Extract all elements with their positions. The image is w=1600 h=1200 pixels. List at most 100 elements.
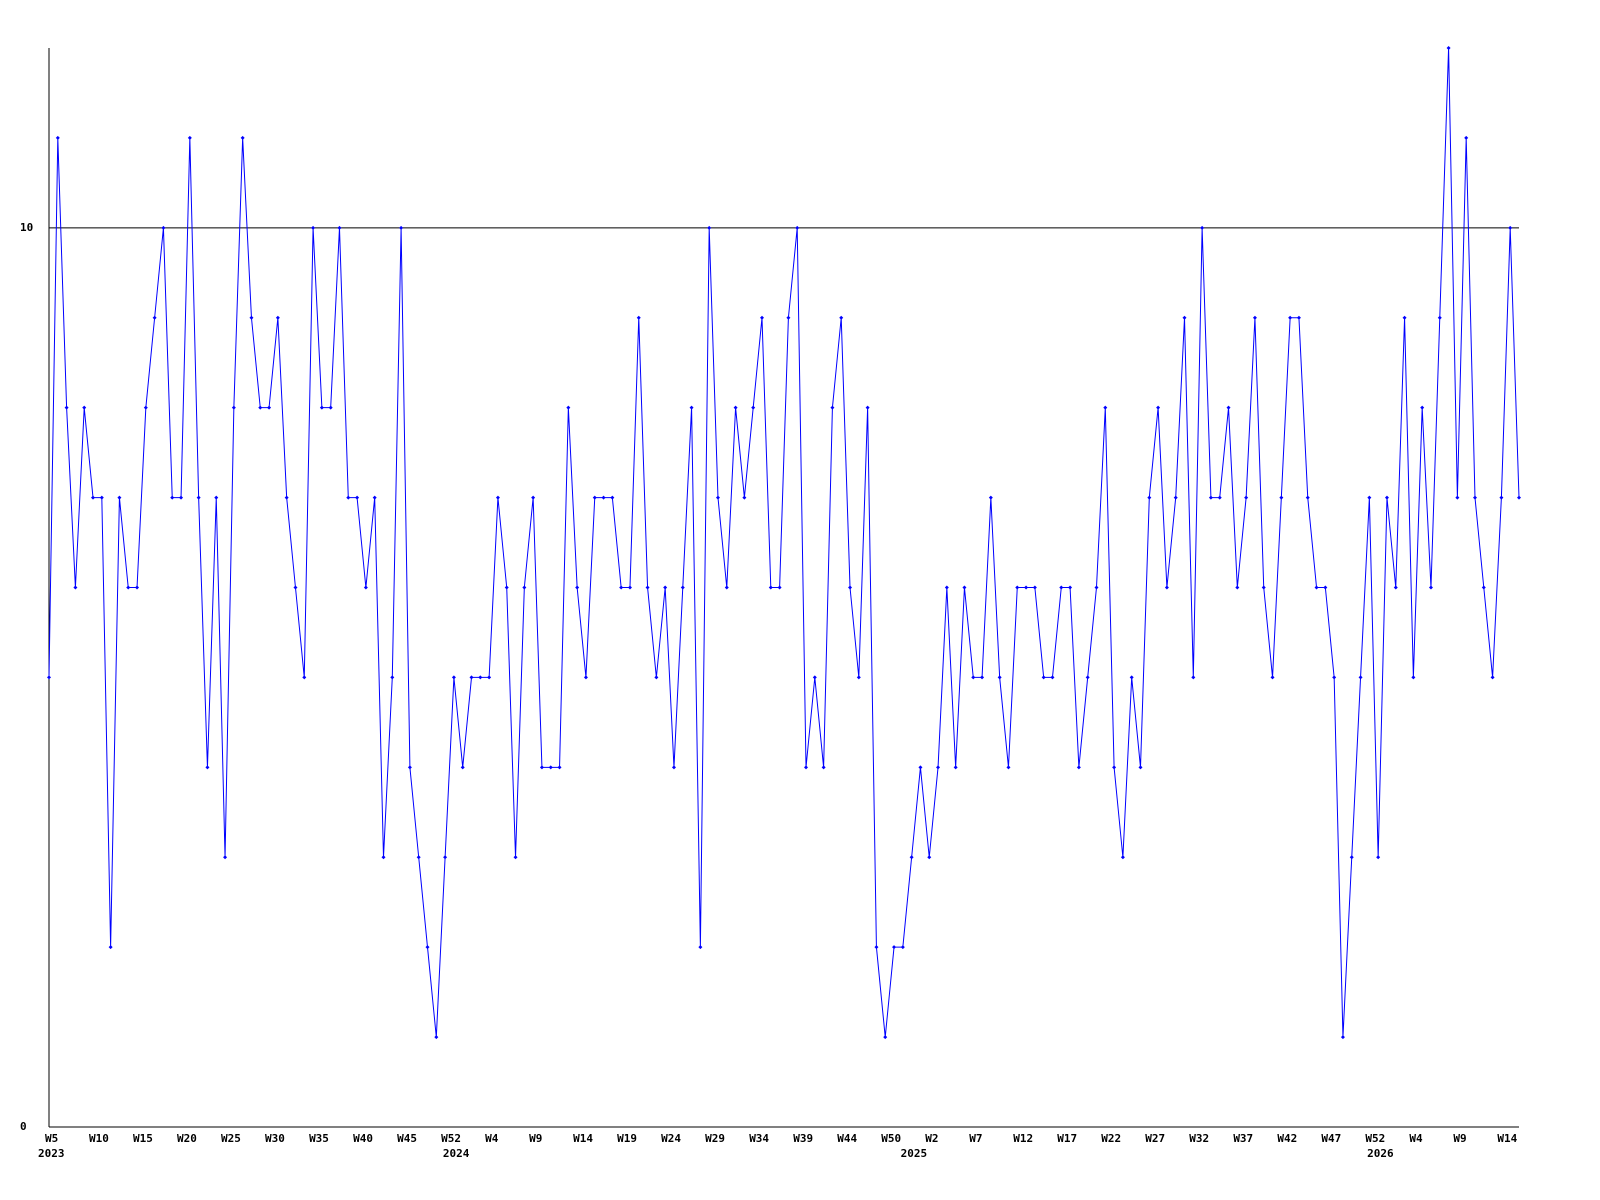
data-point: [531, 495, 536, 500]
data-point: [865, 405, 870, 410]
data-point: [135, 585, 140, 590]
data-point: [592, 495, 597, 500]
data-point: [495, 495, 500, 500]
x-tick-label: W47: [1321, 1132, 1341, 1145]
data-point: [1173, 495, 1178, 500]
x-tick-label: W20: [177, 1132, 197, 1145]
data-point: [777, 585, 782, 590]
data-point: [117, 495, 122, 500]
data-point: [126, 585, 131, 590]
data-point: [1208, 495, 1213, 500]
data-point: [47, 675, 51, 680]
data-point: [1235, 585, 1240, 590]
data-point: [1296, 315, 1301, 320]
x-tick-label: W52: [1365, 1132, 1385, 1145]
data-point: [1076, 765, 1081, 770]
data-point: [1147, 495, 1152, 500]
data-point: [680, 585, 685, 590]
x-tick-label: W45: [397, 1132, 417, 1145]
data-point: [522, 585, 527, 590]
data-point: [1472, 495, 1477, 500]
data-point: [390, 675, 395, 680]
data-point: [751, 405, 756, 410]
data-point: [478, 675, 483, 680]
data-point: [1164, 585, 1169, 590]
data-point: [363, 585, 368, 590]
y-tick-label: 0: [20, 1120, 27, 1133]
x-tick-label: W34: [749, 1132, 769, 1145]
x-tick-label: W39: [793, 1132, 813, 1145]
data-point: [1288, 315, 1293, 320]
data-point: [1499, 495, 1504, 500]
data-point: [487, 675, 492, 680]
x-tick-label: W9: [1453, 1132, 1466, 1145]
data-point: [1129, 675, 1134, 680]
data-point: [443, 855, 448, 860]
data-line: [48, 47, 1520, 1038]
data-point: [1270, 675, 1275, 680]
data-point: [610, 495, 615, 500]
year-label: 2023: [38, 1147, 65, 1160]
data-point: [839, 315, 844, 320]
data-point: [1402, 315, 1407, 320]
data-point: [152, 315, 157, 320]
data-point: [962, 585, 967, 590]
data-point: [328, 405, 333, 410]
x-tick-label: W4: [485, 1132, 499, 1145]
data-point: [997, 675, 1002, 680]
data-point: [601, 495, 606, 500]
data-point: [1367, 495, 1372, 500]
data-point: [1349, 855, 1354, 860]
x-tick-label: W24: [661, 1132, 681, 1145]
data-point: [1226, 405, 1231, 410]
data-point: [293, 585, 298, 590]
data-point: [1376, 855, 1381, 860]
data-point: [1138, 765, 1143, 770]
data-point: [1428, 585, 1433, 590]
data-point: [381, 855, 386, 860]
x-tick-label: W9: [529, 1132, 542, 1145]
data-point: [768, 585, 773, 590]
x-tick-label: W30: [265, 1132, 285, 1145]
data-point: [980, 675, 985, 680]
data-point: [319, 405, 324, 410]
x-tick-label: W27: [1145, 1132, 1165, 1145]
data-point: [1508, 225, 1513, 230]
data-point: [275, 315, 280, 320]
x-tick-label: W4: [1409, 1132, 1423, 1145]
data-point: [619, 585, 624, 590]
data-point: [1015, 585, 1020, 590]
data-point: [434, 1035, 439, 1040]
data-point: [91, 495, 96, 500]
data-point: [1006, 765, 1011, 770]
data-point: [1191, 675, 1196, 680]
data-point: [258, 405, 263, 410]
data-point: [724, 585, 729, 590]
x-tick-label: W22: [1101, 1132, 1121, 1145]
year-label: 2024: [443, 1147, 470, 1160]
year-label: 2025: [901, 1147, 928, 1160]
data-point: [425, 945, 430, 950]
x-tick-label: W7: [969, 1132, 982, 1145]
data-point: [944, 585, 949, 590]
data-point: [170, 495, 175, 500]
data-point: [1481, 585, 1486, 590]
data-point: [1279, 495, 1284, 500]
data-point: [1437, 315, 1442, 320]
x-tick-label: W32: [1189, 1132, 1209, 1145]
data-point: [1420, 405, 1425, 410]
data-point: [99, 495, 104, 500]
data-point: [1323, 585, 1328, 590]
data-point: [971, 675, 976, 680]
data-point: [240, 135, 245, 140]
data-point: [1182, 315, 1187, 320]
data-point: [548, 765, 553, 770]
data-point: [953, 765, 958, 770]
data-point: [1085, 675, 1090, 680]
year-label: 2026: [1367, 1147, 1394, 1160]
data-point: [1094, 585, 1099, 590]
data-point: [1068, 585, 1073, 590]
data-point: [645, 585, 650, 590]
data-point: [337, 225, 342, 230]
